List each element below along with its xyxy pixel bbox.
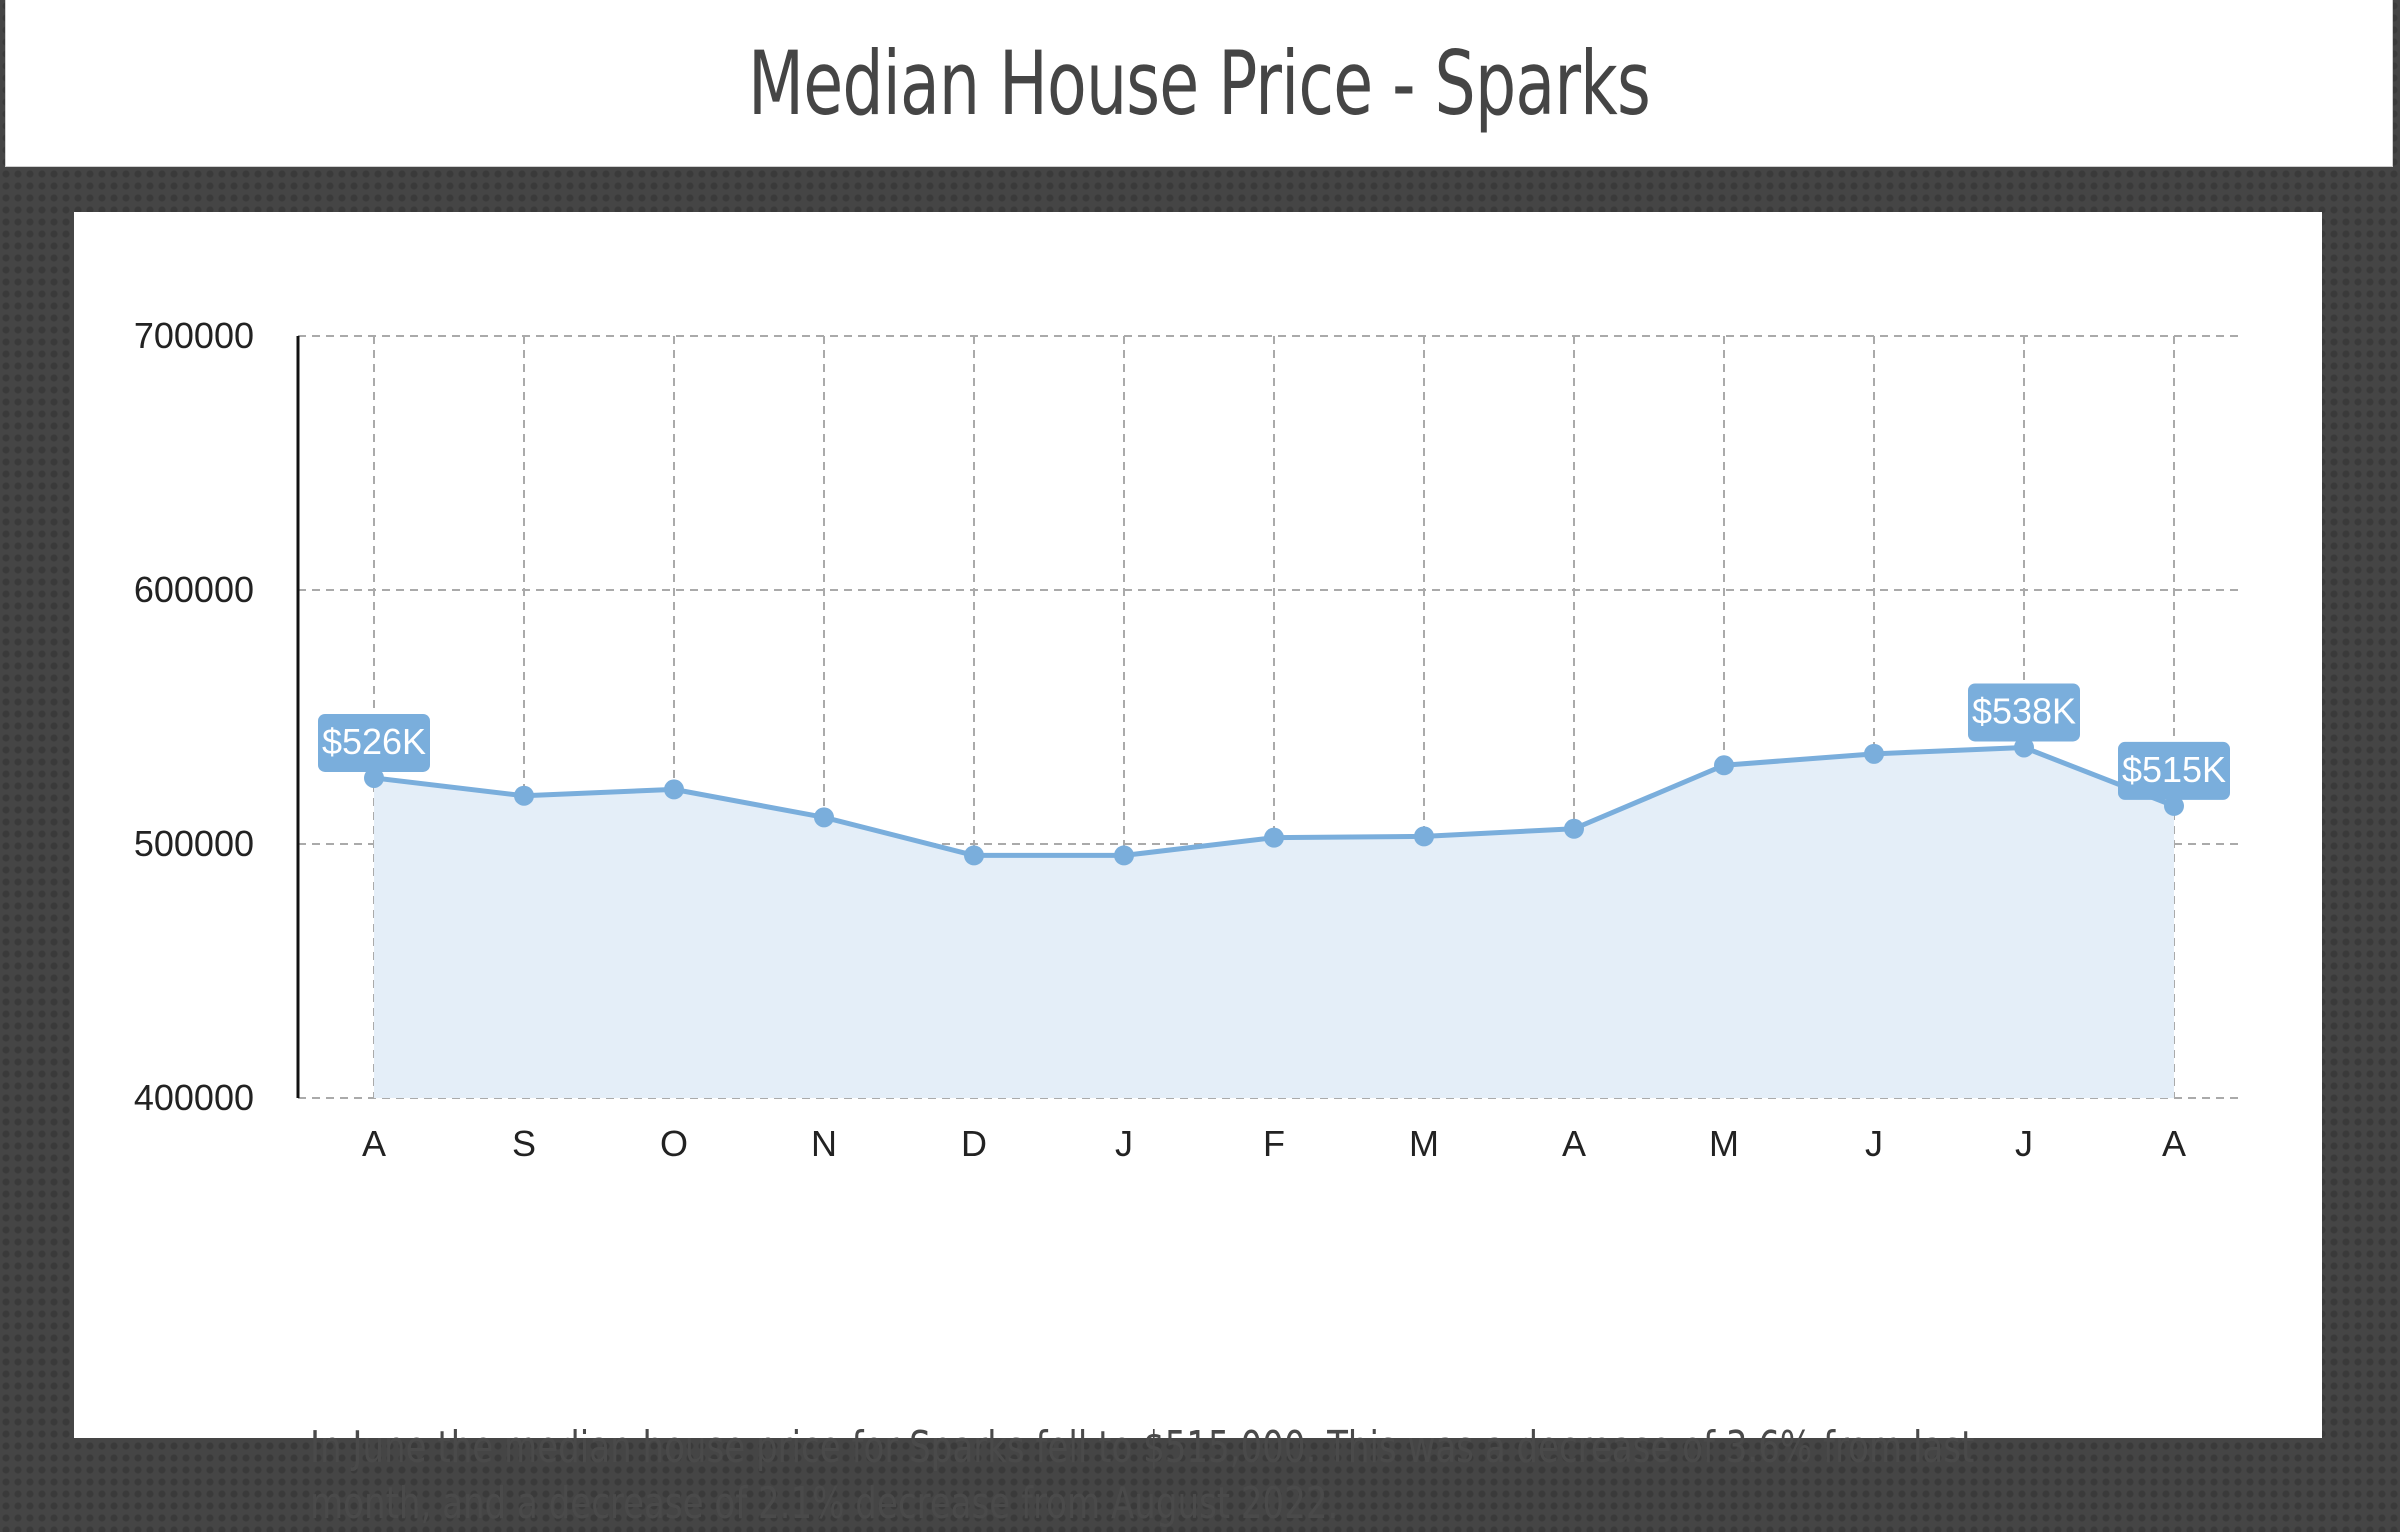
- y-tick-label: 500000: [134, 823, 254, 864]
- data-point: [1114, 845, 1134, 866]
- data-point: [1564, 818, 1584, 839]
- y-tick-label: 600000: [134, 569, 254, 610]
- data-point: [2164, 795, 2184, 816]
- data-label: $526K: [322, 721, 426, 762]
- x-tick-label: O: [660, 1123, 688, 1164]
- data-label: $515K: [2122, 749, 2226, 790]
- y-tick-label: 700000: [134, 315, 254, 356]
- chart-title: Median House Price - Sparks: [748, 31, 1651, 135]
- y-tick-label: 400000: [134, 1077, 254, 1118]
- data-label-box: [1968, 683, 2080, 742]
- x-tick-label: M: [1409, 1123, 1439, 1164]
- area-fill: [374, 747, 2174, 1098]
- data-point: [1864, 743, 1884, 764]
- data-point: [364, 767, 384, 788]
- x-tick-label: A: [1562, 1123, 1586, 1164]
- data-label-box: [318, 713, 430, 772]
- data-point: [1714, 755, 1734, 776]
- x-tick-label: D: [961, 1123, 987, 1164]
- data-point: [2014, 737, 2034, 758]
- data-point: [814, 807, 834, 828]
- data-label-box: [2118, 741, 2230, 800]
- x-tick-label: J: [1115, 1123, 1133, 1164]
- title-bar: Median House Price - Sparks: [6, 0, 2392, 166]
- chart-panel: 400000 500000 600000 700000 A S O N D J F M A M J J A $52…: [74, 212, 2322, 1529]
- x-tick-label: F: [1263, 1123, 1285, 1164]
- data-point: [664, 779, 684, 800]
- data-point: [514, 785, 534, 806]
- x-tick-label: J: [1865, 1123, 1883, 1164]
- x-tick-label: M: [1709, 1123, 1739, 1164]
- chart-caption: In June the median house price for Spark…: [310, 1422, 1975, 1529]
- price-chart: 400000 500000 600000 700000 A S O N D J F M A M J J A $52…: [134, 315, 2244, 1164]
- x-tick-label: A: [2162, 1123, 2186, 1164]
- x-tick-label: A: [362, 1123, 386, 1164]
- x-tick-label: N: [811, 1123, 837, 1164]
- x-tick-label: S: [512, 1123, 536, 1164]
- x-tick-label: J: [2015, 1123, 2033, 1164]
- data-label: $538K: [1972, 690, 2076, 731]
- data-point: [1264, 827, 1284, 848]
- data-point: [1414, 826, 1434, 847]
- data-point: [964, 845, 984, 866]
